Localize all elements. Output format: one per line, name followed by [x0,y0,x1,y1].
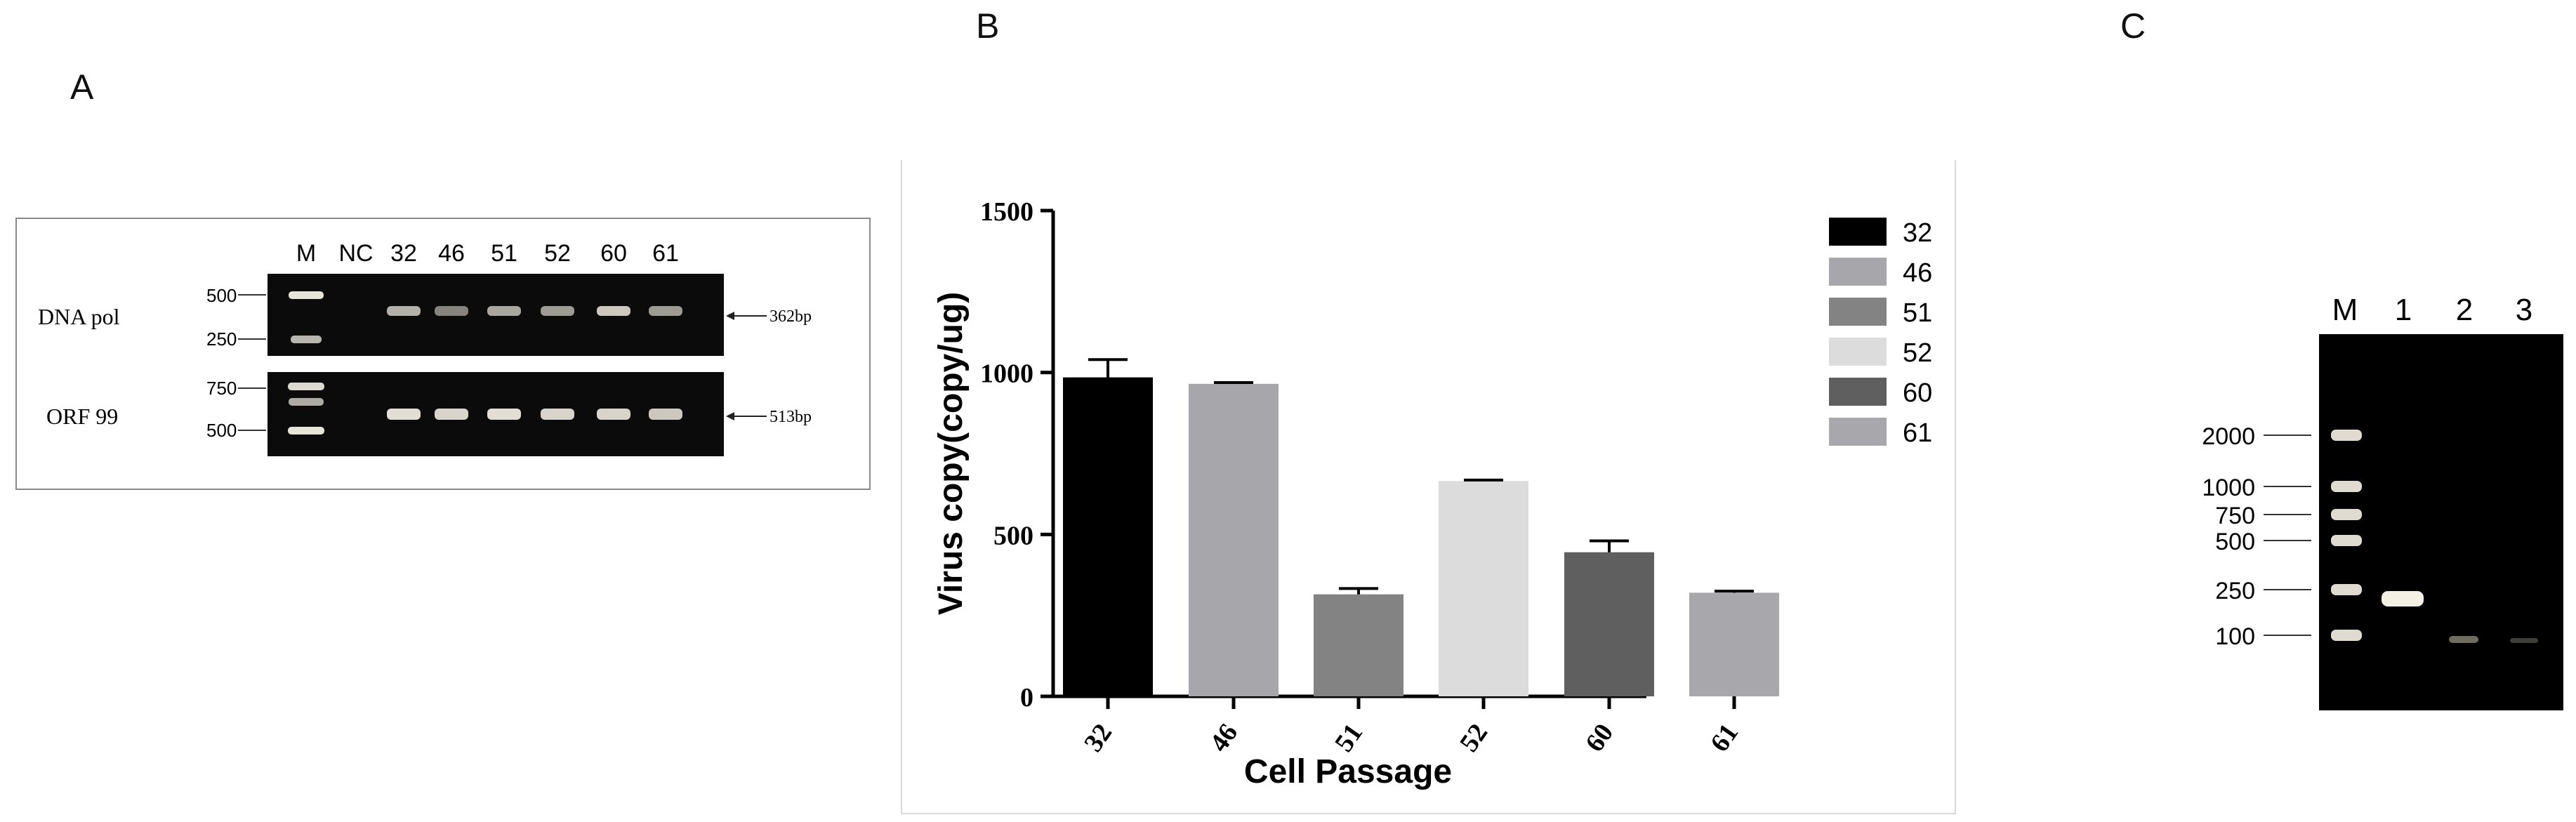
lane-label-m: M [296,240,316,267]
sample-band [487,306,521,316]
bar-61 [1689,592,1779,696]
lane-label-46: 46 [438,240,465,267]
bar-51 [1314,594,1403,696]
sample-band [541,306,574,316]
ladder-band [291,336,322,343]
lane-label-52: 52 [544,240,571,267]
marker-dna-pol-bottom: 250 [206,329,237,350]
x-axis-ticks: 32 46 51 52 60 61 [1078,696,1744,757]
sample-band [435,409,468,420]
x-tick-label-32: 32 [1078,719,1118,757]
x-tick-label-51: 51 [1329,719,1368,757]
y-tick-label: 1500 [980,197,1033,227]
panel-a-letter: A [70,67,94,107]
y-tick-label: 1000 [980,359,1033,389]
lane-label-nc: NC [338,240,373,267]
ladder-band [288,427,324,435]
row-label-dna-pol: DNA pol [38,304,120,329]
panel-c-letter: C [2120,6,2146,46]
legend-swatch-52 [1829,338,1887,366]
lane-label-51: 51 [491,240,517,267]
y-axis-label: Virus copy(copy/ug) [932,292,970,616]
legend-label-60: 60 [1903,378,1932,408]
x-tick-label-61: 61 [1705,719,1744,757]
x-tick-label-52: 52 [1454,719,1493,757]
bar-32 [1063,377,1153,696]
legend: 32 46 51 52 60 61 [1829,218,1932,448]
legend-swatch-51 [1829,298,1887,326]
sample-band [597,306,630,316]
marker-orf99-bottom: 500 [206,420,237,441]
x-tick-label-46: 46 [1204,719,1243,757]
sample-band [649,306,682,316]
arrowhead-orf99 [726,412,734,420]
lane-label-60: 60 [600,240,627,267]
x-tick-label-60: 60 [1580,719,1619,757]
panel-a-gel-svg: M NC 32 46 51 52 60 61 DNA pol 500 250 362bp OR… [38,240,812,456]
bar-46 [1189,383,1279,696]
legend-swatch-61 [1829,418,1887,446]
sample-band [435,306,468,316]
ladder-band [288,383,324,390]
legend-label-61: 61 [1903,418,1932,448]
marker-dna-pol-top: 500 [206,285,237,306]
sample-band [541,409,574,420]
y-tick-label: 0 [1020,683,1033,712]
bars [1063,358,1779,696]
legend-swatch-32 [1829,218,1887,246]
y-tick-label: 500 [993,521,1033,550]
legend-swatch-46 [1829,258,1887,286]
legend-label-32: 32 [1903,218,1932,248]
arrowhead-dna-pol [726,312,734,320]
marker-orf99-top: 750 [206,378,237,399]
bar-52 [1439,481,1528,696]
panel-b-letter: B [976,6,1000,46]
ladder-band [289,398,324,406]
product-dna-pol: 362bp [770,307,812,326]
ladder-band [289,291,324,299]
x-axis-label: Cell Passage [1244,753,1452,790]
sample-band [387,409,421,420]
sample-band [597,409,630,420]
lane-label-61: 61 [652,240,679,267]
sample-band [487,409,521,420]
legend-swatch-60 [1829,378,1887,406]
panel-a-lane-labels: M NC 32 46 51 52 60 61 [296,240,679,267]
panel-a-bands [288,291,682,435]
lane-label-32: 32 [390,240,417,267]
panel-a-gel-figure: M NC 32 46 51 52 60 61 DNA pol 500 250 362bp OR… [15,218,871,490]
bar-60 [1564,552,1654,696]
legend-label-46: 46 [1903,258,1932,288]
legend-label-52: 52 [1903,338,1932,368]
sample-band [387,306,421,316]
y-axis-ticks: 0 500 1000 1500 [980,197,1053,712]
product-orf99: 513bp [770,408,812,426]
legend-label-51: 51 [1903,298,1932,328]
row-label-orf99: ORF 99 [46,404,118,429]
sample-band [649,409,682,420]
panel-b-frame [901,160,1956,814]
